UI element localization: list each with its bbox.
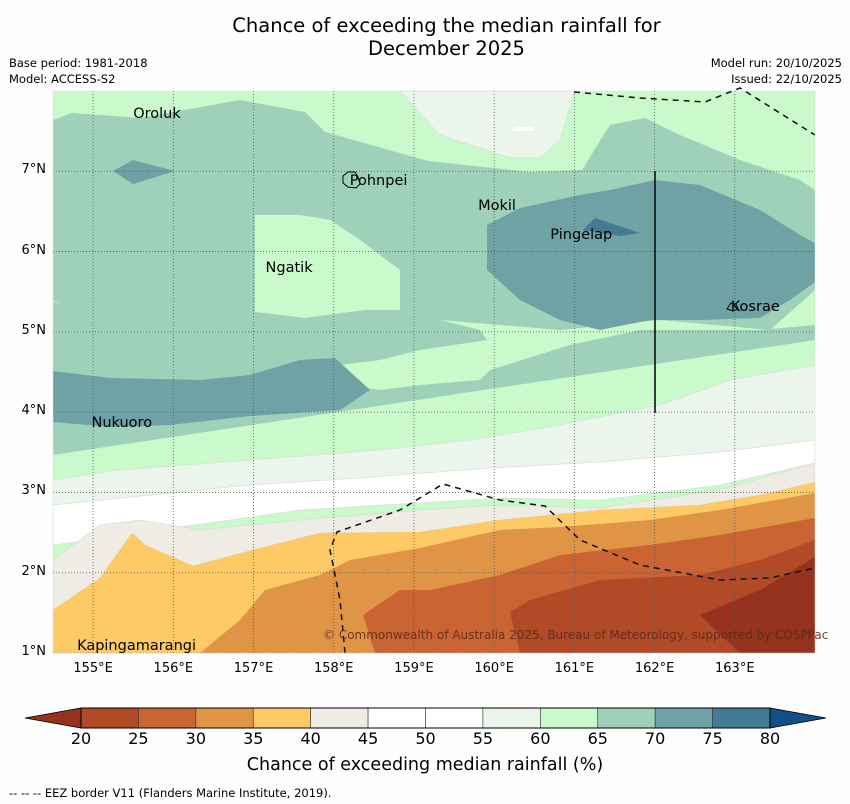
- longitude-label: 163°E: [715, 661, 755, 676]
- colorbar-segment: [597, 707, 656, 729]
- colorbar-segment: [252, 707, 311, 729]
- contour-band-65-70-central: [53, 325, 815, 456]
- colorbar-segment: [310, 707, 369, 729]
- contour-band-55-60-north: [399, 91, 576, 159]
- colorbar-tick-label: 65: [587, 729, 608, 748]
- meta-right: Model run: 20/10/2025 Issued: 22/10/2025: [711, 55, 842, 87]
- place-label-ngatik: Ngatik: [265, 260, 313, 277]
- colorbar-segment: [195, 707, 254, 729]
- map-frame: [52, 90, 816, 654]
- longitude-label: 155°E: [73, 661, 113, 676]
- contour-band-70-75-nukuoro: [53, 358, 370, 427]
- contour-band-under-20: [700, 557, 815, 653]
- colorbar-segment: [540, 707, 599, 729]
- longitude-label: 159°E: [394, 661, 434, 676]
- contour-band-60-65-south: [53, 338, 815, 456]
- latitude-label: 1°N: [21, 644, 47, 659]
- pohnpei-island-outline: [342, 171, 361, 189]
- latitude-label: 5°N: [21, 322, 47, 338]
- longitude-label: 156°E: [153, 661, 194, 676]
- longitude-label: 160°E: [474, 661, 514, 676]
- contour-band-70-75-west: [113, 160, 175, 184]
- colorbar-tick-label: 25: [128, 729, 149, 748]
- place-label-mokil: Mokil: [478, 198, 516, 215]
- place-label-nukuoro: Nukuoro: [91, 415, 153, 432]
- colorbar-tick-label: 30: [185, 729, 207, 748]
- colorbar-tick-label: 40: [300, 729, 321, 748]
- eez-borders: [329, 87, 816, 654]
- eez-border-north: [573, 87, 816, 136]
- colorbar-tick-label: 35: [243, 729, 264, 748]
- colorbar-outline: [80, 707, 771, 729]
- colorbar-tick-label: 50: [415, 729, 436, 748]
- contour-fill-layer: [53, 91, 815, 653]
- title-line-1: Chance of exceeding the median rainfall …: [232, 14, 661, 37]
- colorbar-segment: [654, 707, 713, 729]
- place-label-pohnpei: Pohnpei: [349, 172, 408, 189]
- latitude-label: 7°N: [21, 162, 47, 178]
- longitude-label: 162°E: [634, 661, 675, 676]
- contour-band-70-75-east: [487, 180, 815, 330]
- copyright-notice: © Commonwealth of Australia 2025, Bureau…: [323, 628, 829, 642]
- contour-band-50-55-north: [512, 127, 535, 131]
- colorbar-title: Chance of exceeding median rainfall (%): [246, 755, 604, 775]
- colorbar-tick-label: 80: [759, 729, 781, 748]
- colorbar-tick-label: 20: [70, 729, 92, 748]
- longitude-label: 157°E: [233, 661, 274, 676]
- kosrae-island-outline: [726, 302, 739, 312]
- longitude-label: 161°E: [554, 661, 595, 676]
- colorbar-under-arrow: [24, 707, 82, 729]
- latitude-label: 6°N: [21, 242, 47, 258]
- colorbar-segment: [482, 707, 541, 729]
- base-period: Base period: 1981-2018: [9, 56, 148, 70]
- colorbar-tick-label: 60: [530, 729, 551, 748]
- issued-date: Issued: 22/10/2025: [731, 72, 842, 86]
- latitude-label: 2°N: [21, 563, 47, 579]
- latitude-label: 3°N: [21, 483, 47, 499]
- model-run: Model run: 20/10/2025: [710, 56, 842, 70]
- contour-band-65-70-west: [53, 125, 300, 226]
- colorbar-segment: [712, 707, 771, 729]
- title-line-2: December 2025: [368, 37, 525, 60]
- colorbar-segment: [138, 707, 197, 729]
- contour-band-65-70-central-top: [53, 292, 487, 375]
- eez-footnote: -- -- -- EEZ border V11 (Flanders Marine…: [9, 786, 332, 800]
- latitude-label: 4°N: [21, 403, 47, 419]
- place-label-pingelap: Pingelap: [550, 226, 613, 243]
- map-title: Chance of exceeding the median rainfall …: [0, 14, 850, 60]
- place-label-oroluk: Oroluk: [133, 106, 181, 123]
- colorbar-tick-label: 70: [644, 729, 666, 748]
- colorbar: [24, 707, 827, 729]
- colorbar-tick-label: 55: [472, 729, 494, 748]
- colorbar-segment: [80, 707, 139, 729]
- place-label-kosrae: Kosrae: [730, 298, 780, 315]
- colorbar-tick-label: 75: [702, 729, 723, 748]
- colorbar-segment: [425, 707, 484, 729]
- contour-band-75-80-pingelap: [583, 218, 640, 236]
- eez-border-south: [329, 483, 816, 654]
- colorbar-over-arrow: [769, 707, 827, 729]
- colorbar-tick-label: 45: [357, 729, 379, 748]
- place-label-kapingamarangi: Kapingamarangi: [77, 638, 196, 655]
- colorbar-segment: [367, 707, 426, 729]
- model-name: Model: ACCESS-S2: [9, 72, 116, 86]
- contour-band-60-65-ngatik: [255, 215, 367, 318]
- longitude-label: 158°E: [313, 661, 354, 676]
- meta-left: Base period: 1981-2018 Model: ACCESS-S2: [9, 55, 148, 87]
